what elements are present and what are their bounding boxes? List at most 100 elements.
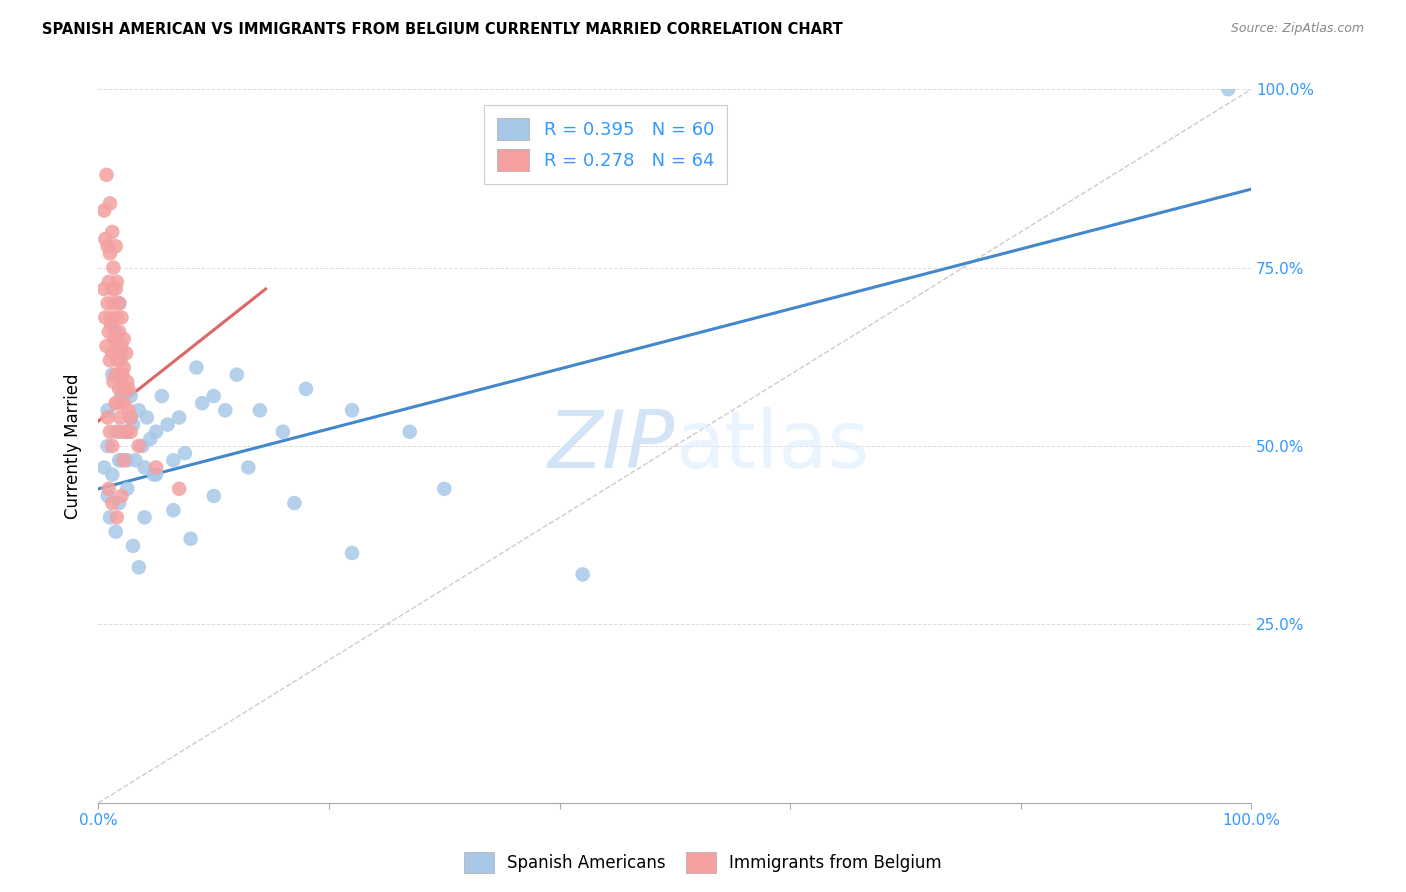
- Point: [104, 325, 127, 339]
- Point: [93, 460, 115, 475]
- Point: [295, 382, 318, 396]
- Point: [100, 310, 122, 325]
- Point: [104, 396, 127, 410]
- Point: [97, 239, 120, 253]
- Point: [156, 417, 179, 432]
- Point: [97, 296, 120, 310]
- Point: [202, 489, 225, 503]
- Point: [97, 410, 120, 425]
- Point: [128, 403, 150, 417]
- Legend: Spanish Americans, Immigrants from Belgium: Spanish Americans, Immigrants from Belgi…: [457, 846, 949, 880]
- Point: [398, 425, 420, 439]
- Point: [122, 417, 145, 432]
- Point: [202, 389, 225, 403]
- Point: [110, 389, 132, 403]
- Point: [104, 524, 127, 539]
- Point: [96, 168, 118, 182]
- Point: [167, 482, 190, 496]
- Point: [145, 460, 167, 475]
- Point: [108, 296, 131, 310]
- Point: [103, 332, 125, 346]
- Point: [101, 346, 124, 360]
- Point: [120, 425, 142, 439]
- Point: [135, 410, 157, 425]
- Text: ZIP: ZIP: [547, 407, 675, 485]
- Point: [186, 360, 208, 375]
- Point: [433, 482, 456, 496]
- Point: [150, 389, 173, 403]
- Point: [174, 446, 197, 460]
- Point: [120, 389, 142, 403]
- Point: [96, 339, 118, 353]
- Point: [103, 375, 125, 389]
- Point: [283, 496, 305, 510]
- Point: [110, 346, 132, 360]
- Point: [115, 425, 138, 439]
- Point: [104, 425, 127, 439]
- Point: [134, 460, 156, 475]
- Point: [98, 353, 121, 368]
- Point: [110, 453, 132, 467]
- Point: [145, 425, 167, 439]
- Point: [101, 467, 124, 482]
- Point: [122, 539, 145, 553]
- Point: [108, 382, 131, 396]
- Point: [117, 403, 139, 417]
- Point: [97, 275, 120, 289]
- Point: [145, 467, 167, 482]
- Point: [100, 318, 122, 332]
- Point: [131, 439, 153, 453]
- Point: [111, 368, 134, 382]
- Point: [117, 453, 139, 467]
- Point: [93, 203, 115, 218]
- Point: [128, 560, 150, 574]
- Point: [249, 403, 271, 417]
- Point: [117, 425, 139, 439]
- Point: [110, 410, 132, 425]
- Point: [101, 368, 124, 382]
- Point: [117, 375, 139, 389]
- Point: [105, 510, 128, 524]
- Point: [93, 282, 115, 296]
- Point: [98, 510, 121, 524]
- Point: [97, 325, 120, 339]
- Text: Source: ZipAtlas.com: Source: ZipAtlas.com: [1230, 22, 1364, 36]
- Point: [107, 346, 129, 360]
- Point: [142, 467, 165, 482]
- Point: [107, 353, 129, 368]
- Point: [108, 496, 131, 510]
- Point: [98, 196, 121, 211]
- Point: [108, 296, 131, 310]
- Point: [112, 396, 135, 410]
- Point: [238, 460, 260, 475]
- Y-axis label: Currently Married: Currently Married: [65, 373, 83, 519]
- Point: [104, 239, 127, 253]
- Legend: R = 0.395   N = 60, R = 0.278   N = 64: R = 0.395 N = 60, R = 0.278 N = 64: [484, 105, 727, 184]
- Point: [120, 410, 142, 425]
- Point: [97, 489, 120, 503]
- Point: [98, 246, 121, 260]
- Point: [162, 503, 184, 517]
- Point: [103, 260, 125, 275]
- Point: [134, 510, 156, 524]
- Point: [128, 439, 150, 453]
- Point: [191, 396, 214, 410]
- Point: [214, 403, 236, 417]
- Point: [105, 310, 128, 325]
- Point: [98, 425, 121, 439]
- Point: [94, 232, 117, 246]
- Text: atlas: atlas: [675, 407, 869, 485]
- Point: [162, 453, 184, 467]
- Point: [571, 567, 593, 582]
- Point: [124, 453, 146, 467]
- Point: [108, 453, 131, 467]
- Point: [112, 360, 135, 375]
- Point: [101, 496, 124, 510]
- Point: [117, 382, 139, 396]
- Point: [110, 310, 132, 325]
- Point: [97, 403, 120, 417]
- Point: [105, 396, 128, 410]
- Point: [110, 489, 132, 503]
- Point: [94, 310, 117, 325]
- Point: [104, 368, 127, 382]
